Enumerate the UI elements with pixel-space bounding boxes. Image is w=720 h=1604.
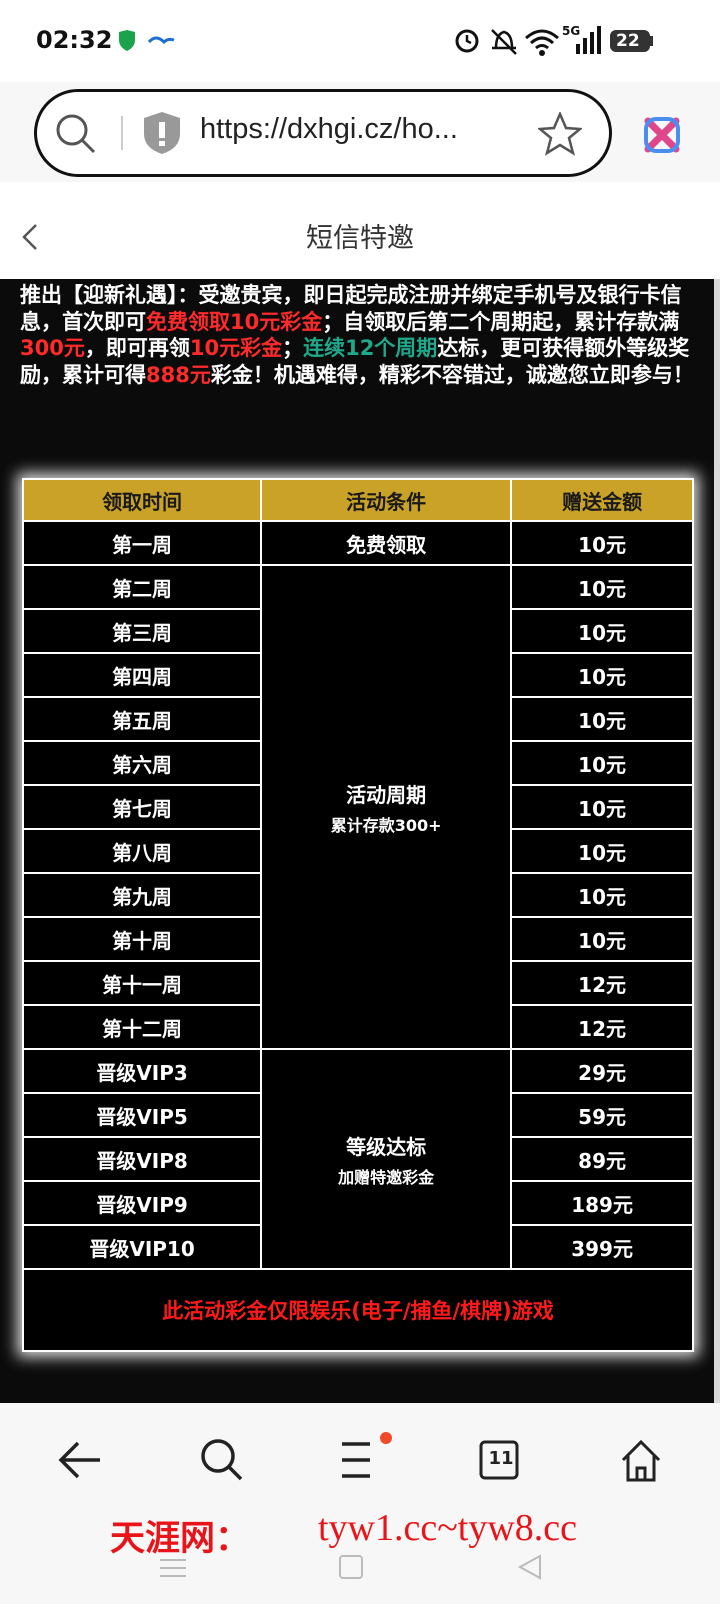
period-cell: 第十二周	[21, 1004, 263, 1050]
period-cell: 第三周	[21, 608, 263, 654]
intro-segment: ；	[282, 336, 304, 360]
watermark-domains: tyw1.cc~tyw8.cc	[318, 1507, 578, 1549]
period-cell: 第一周	[21, 520, 263, 566]
url-text[interactable]: https://dxhgi.cz/ho...	[200, 113, 458, 145]
intro-segment: 10元彩金	[189, 336, 283, 360]
period-cell: 晋级VIP9	[21, 1180, 263, 1226]
intro-segment: ；自领取后第二个周期起，累计存款满	[322, 309, 680, 334]
condition-title: 活动周期	[346, 782, 427, 807]
period-cell: 第十一周	[21, 960, 263, 1006]
amount-cell: 10元	[510, 520, 694, 566]
amount-cell: 10元	[510, 564, 694, 610]
table-header: 领取时间	[21, 478, 263, 522]
table-row: 第一周 免费领取 10元	[21, 520, 694, 566]
address-bar-icons	[56, 112, 180, 154]
amount-cell: 59元	[510, 1092, 694, 1138]
back-button[interactable]	[20, 222, 40, 252]
amount-cell: 189元	[510, 1180, 694, 1226]
table-row: 第三周 10元	[21, 608, 694, 654]
table-row: 晋级VIP3 等级达标 加赠特邀彩金 29元	[21, 1048, 694, 1270]
period-cell: 第二周	[21, 564, 263, 610]
status-bar: 02:32 5G 22	[0, 0, 720, 82]
page-header	[0, 182, 720, 279]
table-row: 第十二周 12元	[21, 1004, 694, 1050]
table-row: 第七周 10元	[21, 784, 694, 830]
table-row: 晋级VIP8 89元	[21, 1136, 694, 1182]
intro-segment: 连续12个周期	[303, 336, 438, 360]
table-header: 赠送金额	[510, 478, 694, 522]
condition-title: 等级达标	[346, 1134, 427, 1159]
table-header: 活动条件	[260, 478, 513, 522]
condition-cell: 免费领取	[260, 520, 513, 566]
reward-table: 领取时间 活动条件 赠送金额 第一周 免费领取 10元 第二周 活动周期 累计存款300+ 10元…	[21, 478, 694, 1352]
period-cell: 晋级VIP3	[21, 1048, 263, 1094]
table-row: 第四周 10元	[21, 652, 694, 698]
intro-segment: 彩金！机遇难得，精彩不容错过，诚邀您立即参与！	[210, 362, 694, 387]
condition-cell: 等级达标加赠特邀彩金	[260, 1048, 513, 1270]
period-cell: 第八周	[21, 828, 263, 874]
amount-cell: 89元	[510, 1136, 694, 1182]
amount-cell: 399元	[510, 1224, 694, 1270]
intro-segment: 300元	[20, 336, 85, 360]
amount-cell: 10元	[510, 916, 694, 962]
browser-logo[interactable]	[640, 113, 684, 157]
condition-title: 免费领取	[346, 532, 427, 557]
intro-segment: ，即可再领	[84, 336, 190, 360]
table-row: 晋级VIP10 399元	[21, 1224, 694, 1270]
table-row: 第十周 10元	[21, 916, 694, 962]
period-cell: 第七周	[21, 784, 263, 830]
condition-cell: 活动周期累计存款300+	[260, 564, 513, 1050]
table-row: 第五周 10元	[21, 696, 694, 742]
table-row: 第八周 10元	[21, 828, 694, 874]
amount-cell: 12元	[510, 1004, 694, 1050]
period-cell: 第九周	[21, 872, 263, 918]
scrollbar	[714, 279, 720, 1403]
bottom-nav	[0, 1403, 720, 1604]
intro-segment: 888元	[146, 362, 211, 387]
status-icons-right	[455, 26, 653, 56]
watermark-site: 天涯网：	[110, 1518, 251, 1559]
amount-cell: 10元	[510, 696, 694, 742]
amount-cell: 10元	[510, 608, 694, 654]
amount-cell: 10元	[510, 872, 694, 918]
intro-text: 推出【迎新礼遇】：受邀贵宾，即日起完成注册并绑定手机号及银行卡信息，首次即可免费…	[20, 282, 696, 388]
note-row: 此活动彩金仅限娱乐(电子/捕鱼/棋牌)游戏	[22, 1268, 694, 1352]
tab-count[interactable]: 11	[488, 1448, 514, 1469]
condition-subtitle: 累计存款300+	[330, 815, 442, 835]
amount-cell: 10元	[510, 784, 694, 830]
note-cell: 此活动彩金仅限娱乐(电子/捕鱼/棋牌)游戏	[22, 1268, 694, 1352]
amount-cell: 29元	[510, 1048, 694, 1094]
amount-cell: 10元	[510, 652, 694, 698]
intro-segment: 达标，更可获得额外等级奖励，累计可得	[20, 336, 690, 387]
intro-segment: 免费领取10元彩金	[146, 309, 323, 334]
address-bar[interactable]	[34, 89, 612, 177]
amount-cell: 12元	[510, 960, 694, 1006]
network-type: 5G	[562, 24, 581, 38]
period-cell: 第十周	[21, 916, 263, 962]
amount-cell: 10元	[510, 828, 694, 874]
table-row: 晋级VIP9 189元	[21, 1180, 694, 1226]
status-icons-left	[119, 30, 175, 51]
period-cell: 第五周	[21, 696, 263, 742]
battery-level: 22	[616, 31, 640, 51]
period-cell: 晋级VIP8	[21, 1136, 263, 1182]
period-cell: 晋级VIP10	[21, 1224, 263, 1270]
table-row: 第十一周 12元	[21, 960, 694, 1006]
intro-segment: 推出【迎新礼遇】：受邀贵宾，即日起完成注册并绑定手机号及银行卡信息，首次即可	[20, 283, 682, 334]
period-cell: 第四周	[21, 652, 263, 698]
page-title: 短信特邀	[306, 223, 414, 254]
period-cell: 第六周	[21, 740, 263, 786]
table-row: 第二周 活动周期 累计存款300+ 10元	[21, 564, 694, 1050]
nav-icons	[58, 1432, 661, 1580]
table-row: 晋级VIP5 59元	[21, 1092, 694, 1138]
period-cell: 晋级VIP5	[21, 1092, 263, 1138]
condition-subtitle: 加赠特邀彩金	[338, 1167, 435, 1187]
clock: 02:32	[36, 26, 113, 54]
table-row: 第六周 10元	[21, 740, 694, 786]
bookmark-button[interactable]	[538, 112, 582, 156]
table-row: 第九周 10元	[21, 872, 694, 918]
amount-cell: 10元	[510, 740, 694, 786]
